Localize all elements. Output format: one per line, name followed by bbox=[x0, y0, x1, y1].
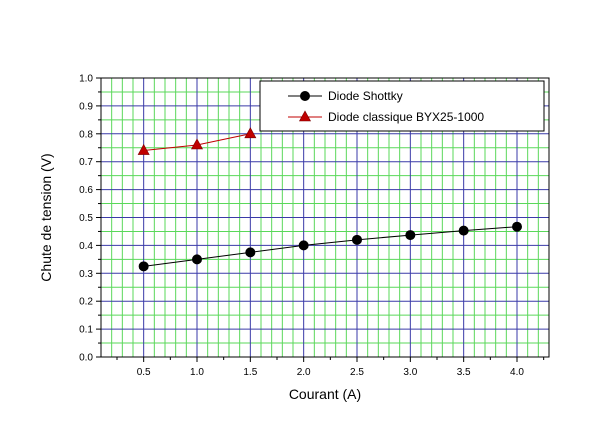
legend-marker bbox=[300, 91, 310, 101]
x-axis-title: Courant (A) bbox=[289, 386, 361, 402]
x-tick-label: 1.0 bbox=[190, 367, 204, 378]
y-tick-label: 0.4 bbox=[79, 241, 93, 252]
data-point-0 bbox=[512, 221, 522, 232]
x-tick-label: 4.0 bbox=[510, 367, 524, 378]
y-axis-title: Chute de tension (V) bbox=[38, 153, 54, 281]
x-tick-label: 3.5 bbox=[457, 367, 471, 378]
data-point-1 bbox=[244, 127, 257, 139]
y-tick-label: 0.1 bbox=[79, 325, 93, 336]
data-point-0 bbox=[192, 254, 202, 265]
y-tick-label: 0.0 bbox=[79, 353, 93, 364]
y-tick-label: 0.5 bbox=[79, 213, 93, 224]
data-point-0 bbox=[352, 234, 362, 245]
x-tick-label: 0.5 bbox=[137, 367, 151, 378]
y-tick-label: 0.3 bbox=[79, 269, 93, 280]
data-point-0 bbox=[405, 230, 416, 241]
y-tick-label: 0.2 bbox=[79, 297, 93, 308]
y-tick-label: 0.6 bbox=[79, 185, 93, 196]
data-point-0 bbox=[245, 247, 256, 258]
series-layer bbox=[137, 127, 522, 272]
x-tick-label: 3.0 bbox=[403, 367, 417, 378]
y-tick-label: 1.0 bbox=[79, 74, 93, 85]
series-line-0 bbox=[143, 226, 518, 267]
tick-labels: 0.0 0.1 0.2 0.3 0.4 0.5 0.6 0.7 0.8 0.9 1.0 0.5 1.0 1… bbox=[79, 74, 524, 379]
y-tick-label: 0.8 bbox=[79, 129, 93, 140]
x-tick-label: 2.0 bbox=[297, 367, 311, 378]
legend-label: Diode classique BYX25-1000 bbox=[328, 110, 484, 124]
legend: Diode Shottky Diode classique BYX25-1000 bbox=[259, 80, 545, 132]
x-tick-label: 2.5 bbox=[350, 367, 364, 378]
data-point-0 bbox=[458, 225, 469, 236]
data-point-1 bbox=[190, 138, 204, 150]
data-point-0 bbox=[298, 240, 309, 251]
legend-label: Diode Shottky bbox=[328, 89, 403, 103]
y-tick-label: 0.9 bbox=[79, 101, 93, 112]
data-point-1 bbox=[137, 143, 150, 155]
y-tick-label: 0.7 bbox=[79, 157, 93, 168]
axis-ticks bbox=[96, 77, 545, 362]
data-point-0 bbox=[138, 261, 149, 272]
legend-box bbox=[259, 80, 545, 132]
x-tick-label: 1.5 bbox=[243, 367, 257, 378]
legend-marker bbox=[298, 110, 312, 122]
